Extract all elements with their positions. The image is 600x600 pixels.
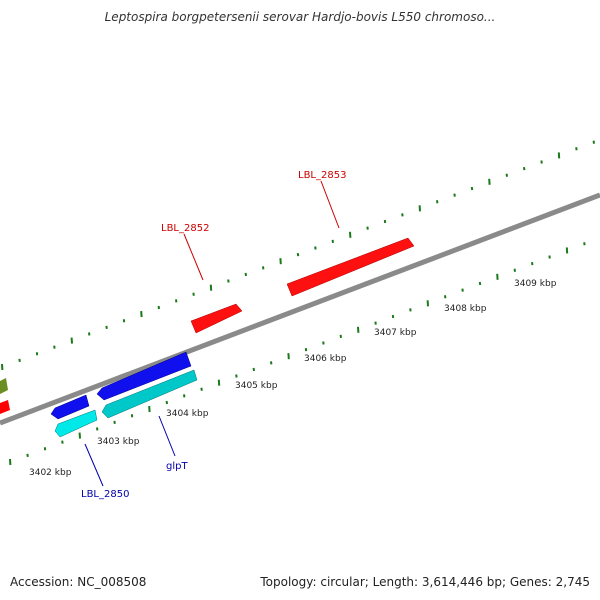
gene-LBL_2850-blue[interactable] bbox=[50, 394, 90, 420]
tick-label-3405: 3405 kbp bbox=[235, 381, 278, 391]
leader-LBL_2853 bbox=[320, 180, 340, 229]
partial-green-feature[interactable] bbox=[0, 378, 8, 394]
tick-label-3404: 3404 kbp bbox=[166, 409, 209, 419]
genome-backbone bbox=[0, 192, 600, 426]
lower-tick-track bbox=[9, 242, 586, 466]
gene-label-glpT[interactable]: glpT bbox=[166, 461, 188, 472]
tick-label-3407: 3407 kbp bbox=[374, 328, 417, 338]
leader-glpT bbox=[158, 415, 176, 457]
gene-glpT[interactable] bbox=[101, 369, 198, 419]
leader-LBL_2850 bbox=[84, 443, 104, 487]
gene-LBL_2853[interactable] bbox=[286, 237, 415, 297]
gene-LBL_2852[interactable] bbox=[190, 303, 243, 334]
gene-cyan-2[interactable] bbox=[54, 409, 98, 438]
gene-label-LBL_2852[interactable]: LBL_2852 bbox=[161, 223, 209, 234]
tick-label-3409: 3409 kbp bbox=[514, 279, 557, 289]
tick-label-3408: 3408 kbp bbox=[444, 304, 487, 314]
leader-LBL_2852 bbox=[183, 233, 204, 281]
map-title: Leptospira borgpetersenii serovar Hardjo… bbox=[104, 10, 496, 24]
gene-label-LBL_2850[interactable]: LBL_2850 bbox=[81, 489, 129, 500]
tick-label-3406: 3406 kbp bbox=[304, 354, 347, 364]
tick-label-3402: 3402 kbp bbox=[29, 468, 72, 478]
partial-red-feature[interactable] bbox=[0, 400, 10, 414]
gene-blue-1[interactable] bbox=[96, 351, 192, 401]
topology-summary: Topology: circular; Length: 3,614,446 bp… bbox=[260, 575, 590, 589]
accession-text: Accession: NC_008508 bbox=[10, 575, 147, 589]
upper-tick-track bbox=[1, 140, 595, 371]
tick-label-3403: 3403 kbp bbox=[97, 437, 140, 447]
gene-label-LBL_2853[interactable]: LBL_2853 bbox=[298, 170, 346, 181]
